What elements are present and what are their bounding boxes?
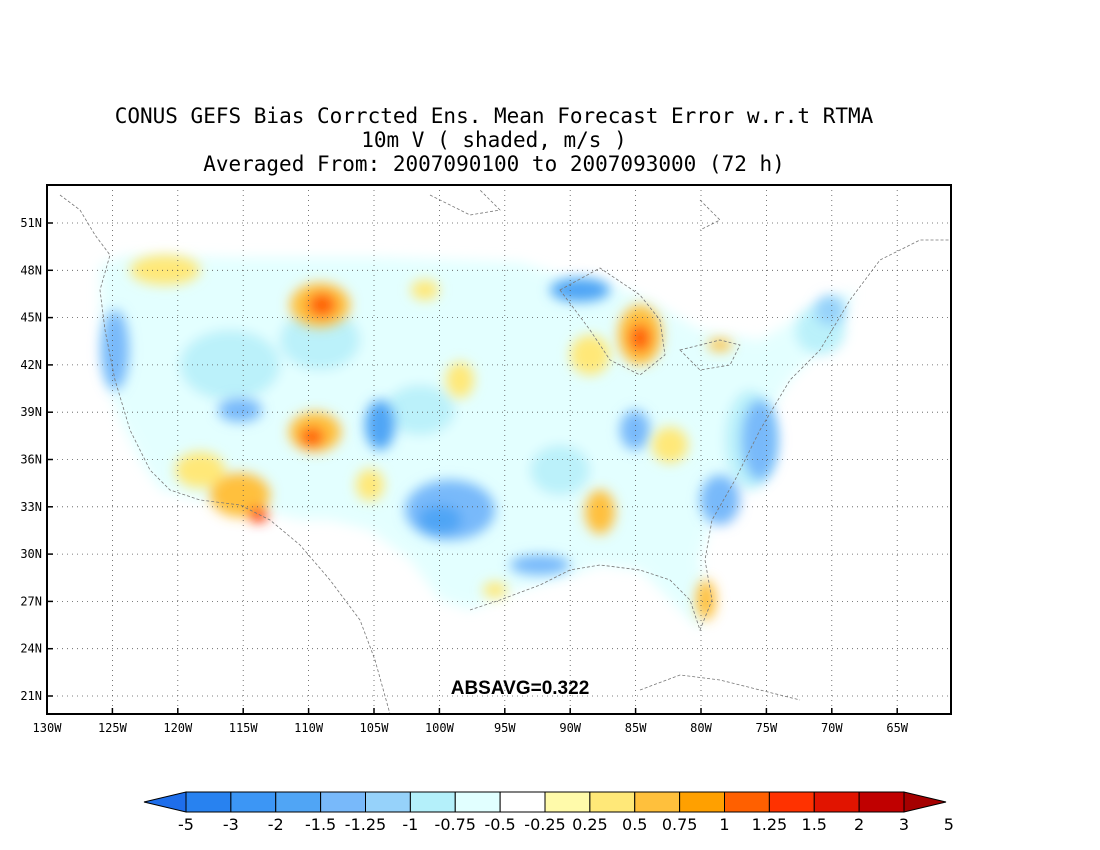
lat-tick-label: 24N: [20, 642, 42, 656]
colorbar-box: [724, 791, 770, 813]
latitude-labels: 51N 48N 45N 42N 39N 36N 33N 30N 27N 24N 21N: [20, 216, 53, 703]
colorbar-box: [275, 791, 322, 813]
title-line-3: Averaged From: 2007090100 to 2007093000 …: [203, 152, 785, 176]
lat-tick-label: 30N: [20, 547, 42, 561]
lat-tick-label: 51N: [20, 216, 42, 230]
map-frame: [46, 184, 952, 715]
lon-tick-label: 115W: [229, 721, 259, 735]
lon-tick-label: 105W: [360, 721, 390, 735]
colorbar-label: 2: [854, 815, 864, 834]
colorbar-label: -0.25: [524, 815, 565, 834]
colorbar-labels: -5 -3 -2 -1.5 -1.25 -1 -0.75 -0.5 -0.25 0.25 0.5 0.…: [178, 815, 954, 834]
colorbar-box: [634, 791, 681, 813]
colorbar-label: -1: [402, 815, 418, 834]
absavg-label: ABSAVG=0.322: [451, 678, 590, 699]
colorbar-arrow-right: [903, 791, 947, 813]
colorbar-label: 1.25: [752, 815, 788, 834]
grid-lines: [47, 185, 951, 714]
title-line-2: 10m V ( shaded, m/s ): [361, 128, 627, 152]
colorbar-box: [858, 791, 905, 813]
colorbar-label: 0.25: [572, 815, 608, 834]
lon-tick-label: 75W: [756, 721, 778, 735]
colorbar-box: [454, 791, 501, 813]
colorbar-box: [365, 791, 411, 813]
lat-tick-label: 36N: [20, 453, 42, 467]
lon-tick-label: 95W: [494, 721, 516, 735]
colorbar-label: 3: [899, 815, 909, 834]
colorbar-box: [409, 791, 456, 813]
colorbar-box: [185, 791, 232, 813]
colorbar-label: -2: [268, 815, 284, 834]
lon-tick-label: 100W: [425, 721, 455, 735]
lat-tick-label: 33N: [20, 500, 42, 514]
lon-tick-label: 125W: [98, 721, 128, 735]
lon-tick-label: 90W: [559, 721, 581, 735]
colorbar-label: 1.5: [802, 815, 827, 834]
colorbar-label: -0.5: [485, 815, 516, 834]
shaded-field: [100, 255, 855, 630]
colorbar-box: [813, 791, 860, 813]
longitude-labels: 130W 125W 120W 115W 110W 105W 100W 95W 90W 85W 80W…: [33, 708, 909, 735]
colorbar-box: [320, 791, 366, 813]
lon-tick-label: 120W: [163, 721, 193, 735]
colorbar-label: 0.75: [662, 815, 698, 834]
colorbar-label: -0.75: [435, 815, 476, 834]
colorbar-box: [544, 791, 591, 813]
colorbar-label: 1: [719, 815, 729, 834]
colorbar-label: 0.5: [622, 815, 647, 834]
colorbar-box: [679, 791, 725, 813]
colorbar: [143, 791, 947, 813]
colorbar-arrow-left: [143, 791, 187, 813]
lat-tick-label: 48N: [20, 263, 42, 277]
map-title: CONUS GEFS Bias Corrcted Ens. Mean Forec…: [0, 104, 988, 176]
coastline-outline: [59, 189, 951, 714]
lon-tick-label: 65W: [886, 721, 908, 735]
colorbar-box: [589, 791, 636, 813]
colorbar-label: -3: [223, 815, 239, 834]
colorbar-label: 5: [944, 815, 954, 834]
lat-tick-label: 27N: [20, 594, 42, 608]
lon-tick-label: 85W: [625, 721, 647, 735]
lat-tick-label: 39N: [20, 405, 42, 419]
lon-tick-label: 130W: [33, 721, 63, 735]
lon-tick-label: 110W: [294, 721, 324, 735]
lat-tick-label: 21N: [20, 689, 42, 703]
colorbar-box: [499, 791, 546, 813]
lat-tick-label: 42N: [20, 358, 42, 372]
title-line-1: CONUS GEFS Bias Corrcted Ens. Mean Forec…: [114, 104, 874, 128]
lon-tick-label: 80W: [690, 721, 712, 735]
colorbar-box: [768, 791, 815, 813]
colorbar-label: -5: [178, 815, 194, 834]
colorbar-label: -1.25: [345, 815, 386, 834]
lon-tick-label: 70W: [821, 721, 843, 735]
colorbar-box: [230, 791, 277, 813]
colorbar-label: -1.5: [305, 815, 336, 834]
lat-tick-label: 45N: [20, 311, 42, 325]
